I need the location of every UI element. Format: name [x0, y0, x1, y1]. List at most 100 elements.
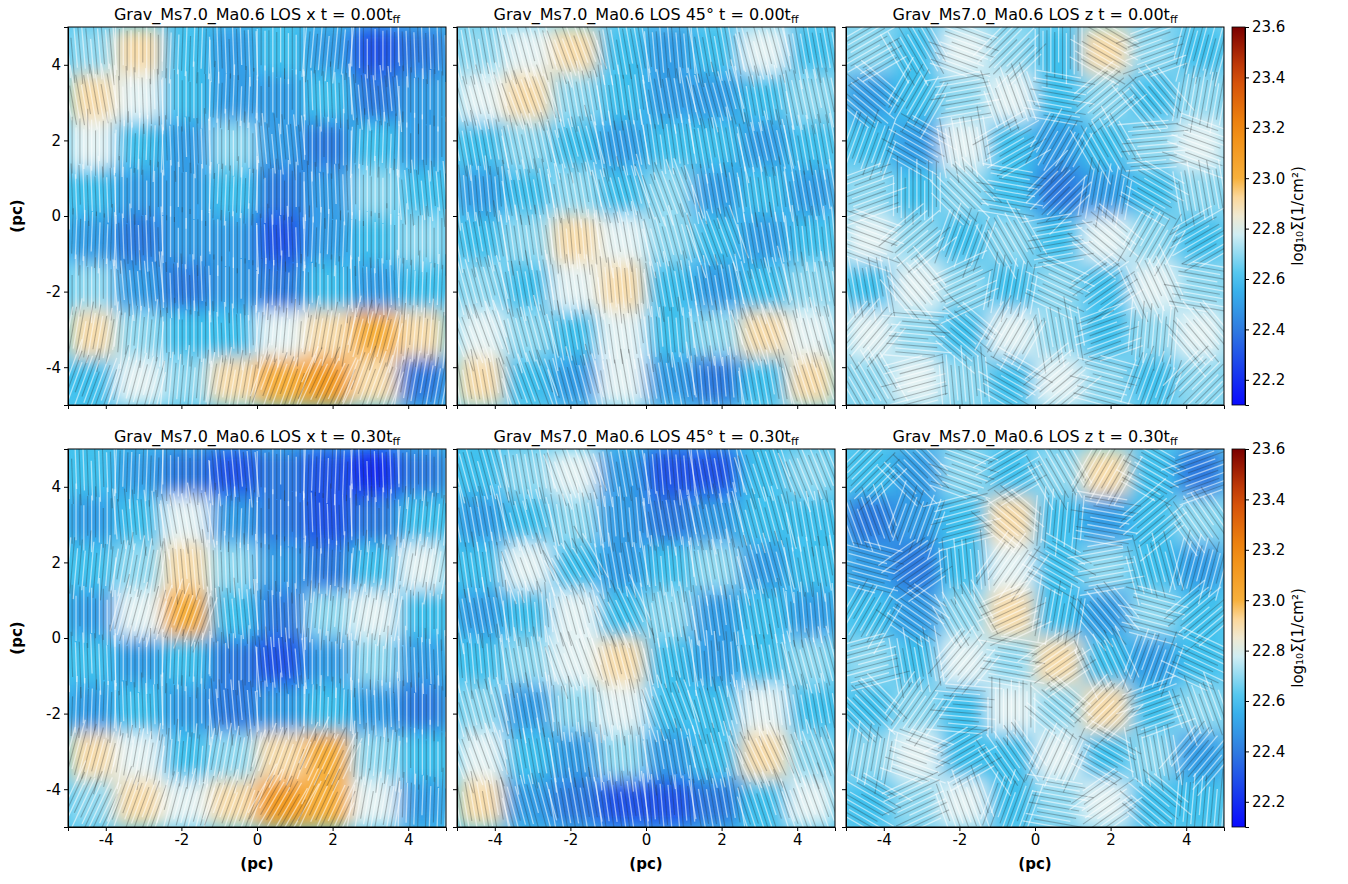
field-streak — [723, 255, 731, 300]
field-streak — [434, 116, 435, 167]
field-streak — [418, 124, 419, 175]
field-streak — [229, 39, 230, 79]
field-streak — [729, 172, 738, 222]
field-streak — [679, 27, 683, 68]
field-streak — [130, 77, 132, 128]
field-streak — [213, 173, 215, 218]
field-streak — [668, 68, 677, 118]
field-streak — [118, 270, 122, 315]
field-streak — [363, 108, 365, 165]
field-streak — [115, 177, 116, 217]
field-streak — [162, 216, 163, 256]
field-streak — [720, 117, 728, 162]
field-streak — [248, 169, 249, 209]
field-streak — [75, 174, 77, 219]
field-streak — [382, 112, 384, 163]
field-streak — [479, 39, 486, 78]
field-streak — [831, 207, 835, 252]
x-tick-mark — [646, 405, 647, 409]
field-streak — [437, 126, 438, 171]
field-streak — [174, 171, 175, 222]
field-streak — [430, 263, 431, 303]
field-streak — [185, 117, 186, 157]
field-streak — [161, 251, 163, 308]
field-streak — [308, 80, 310, 125]
field-streak — [491, 348, 499, 393]
field-streak — [396, 312, 401, 368]
field-streak — [283, 308, 287, 353]
field-streak — [377, 355, 393, 398]
field-streak — [260, 214, 262, 259]
field-streak — [694, 129, 701, 168]
y-axis-line — [64, 28, 69, 406]
field-streak — [119, 76, 121, 121]
field-streak — [268, 204, 270, 261]
field-streak — [522, 159, 531, 209]
field-streak — [674, 158, 690, 201]
field-streak — [663, 272, 670, 311]
field-streak — [434, 228, 435, 268]
field-streak — [412, 160, 416, 211]
field-streak — [351, 220, 352, 260]
field-streak — [138, 78, 139, 118]
field-streak — [588, 209, 592, 260]
field-streak — [525, 362, 541, 405]
field-streak — [580, 173, 588, 218]
field-streak — [311, 27, 315, 68]
x-tick — [106, 405, 107, 409]
field-streak — [378, 27, 379, 65]
field-streak — [605, 27, 614, 70]
field-streak — [174, 217, 175, 262]
field-streak — [417, 170, 421, 215]
field-streak — [95, 74, 103, 119]
field-streak — [83, 129, 84, 169]
field-streak — [197, 165, 198, 205]
field-streak — [217, 72, 219, 123]
field-streak — [686, 342, 696, 398]
field-streak — [188, 356, 192, 405]
field-streak — [481, 313, 495, 350]
field-streak — [292, 263, 293, 303]
field-streak — [544, 32, 558, 69]
field-streak — [355, 118, 357, 163]
field-streak — [929, 42, 982, 61]
field-streak — [671, 307, 675, 352]
x-tick — [408, 405, 409, 409]
field-streak — [792, 205, 798, 261]
field-streak — [185, 310, 186, 350]
field-streak — [420, 354, 427, 393]
field-streak — [201, 256, 203, 301]
field-streak — [600, 256, 605, 312]
field-streak — [317, 358, 339, 404]
field-streak — [83, 256, 84, 301]
field-streak — [216, 355, 226, 405]
field-streak — [778, 349, 787, 399]
field-streak — [813, 69, 821, 108]
field-streak — [467, 166, 470, 206]
field-streak — [562, 164, 570, 209]
field-streak — [717, 27, 724, 66]
field-streak — [233, 257, 234, 308]
field-streak — [811, 79, 820, 123]
field-streak — [252, 260, 253, 305]
field-streak — [461, 30, 468, 69]
field-streak — [479, 27, 489, 74]
field-streak — [474, 304, 490, 347]
field-streak — [319, 126, 320, 171]
field-streak — [547, 204, 555, 260]
y-tick-label: -2 — [46, 283, 61, 301]
y-tick-label: 2 — [51, 132, 61, 150]
field-streak — [209, 162, 211, 213]
field-streak — [374, 222, 375, 273]
field-streak — [262, 113, 266, 164]
field-streak — [323, 264, 324, 309]
field-streak — [282, 114, 286, 159]
field-streak — [705, 83, 718, 132]
field-streak — [353, 74, 357, 125]
field-streak — [424, 319, 427, 359]
x-tick-mark — [797, 405, 798, 409]
field-streak — [521, 79, 535, 116]
field-streak — [602, 122, 610, 167]
field-streak — [786, 91, 794, 130]
field-streak — [225, 109, 226, 166]
